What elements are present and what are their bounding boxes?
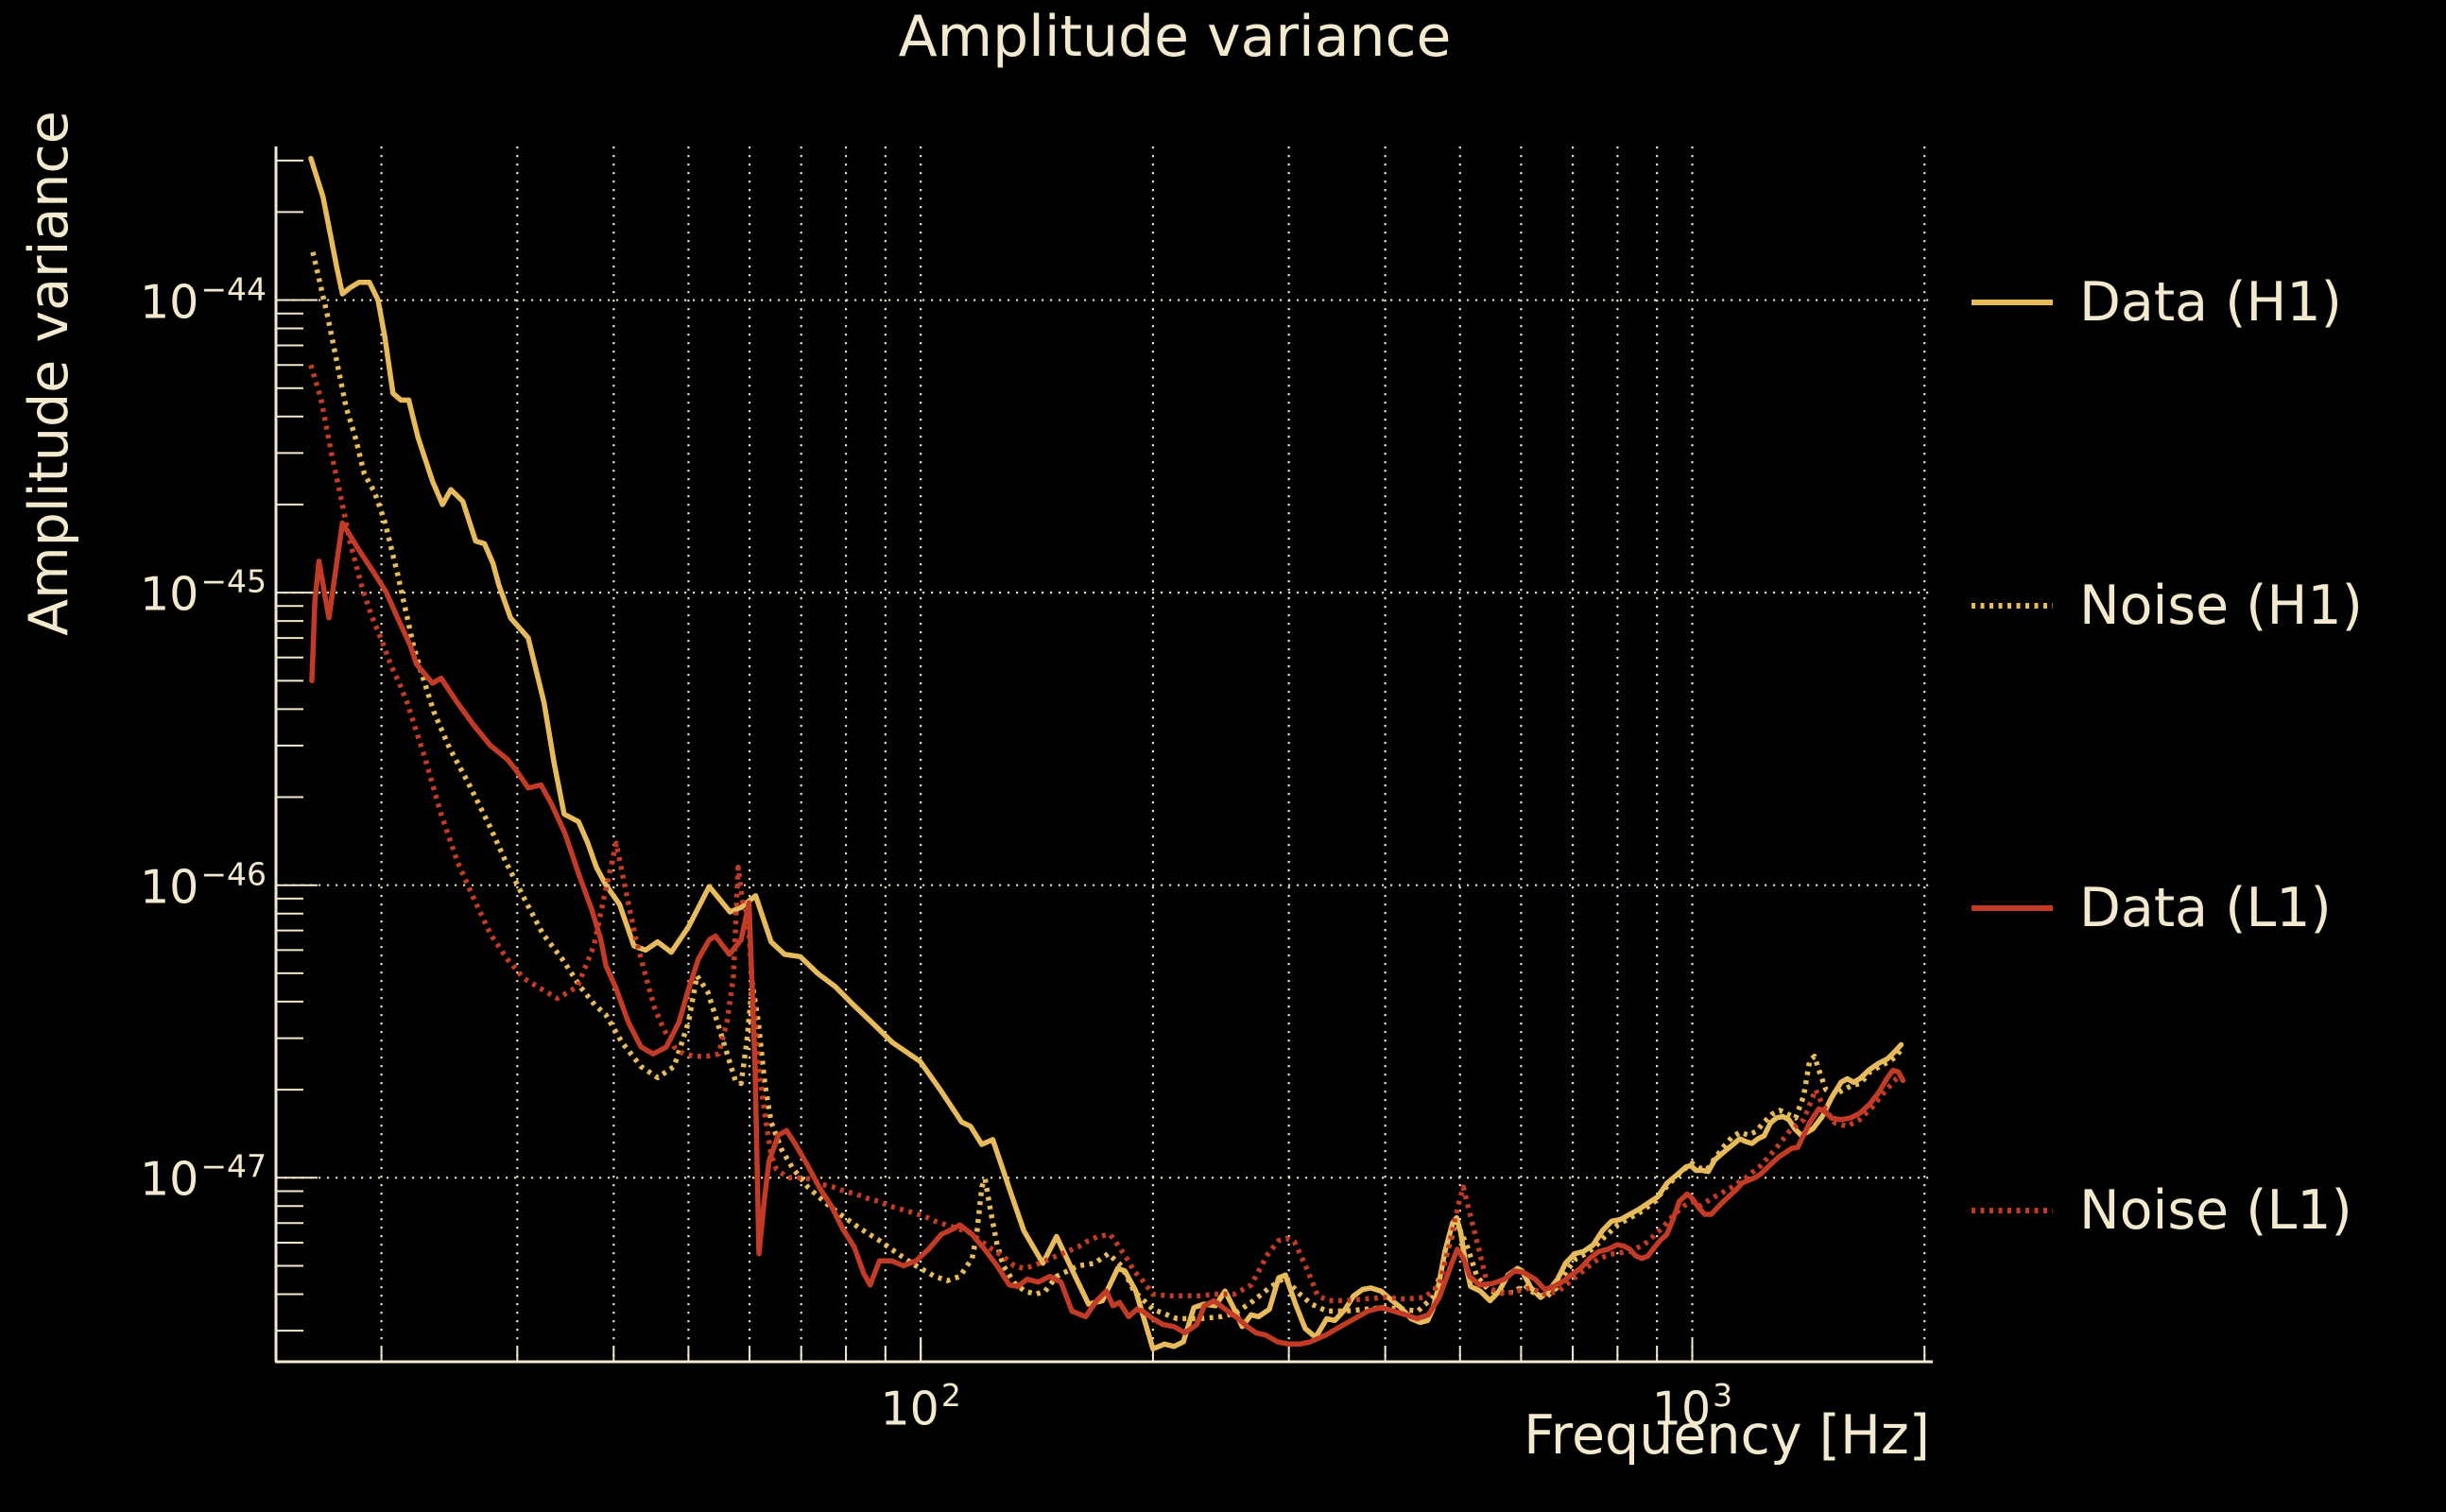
y-tick-label-10e-46: 10−46: [139, 855, 267, 915]
chart-title: Amplitude variance: [898, 4, 1452, 70]
axes: [274, 146, 1933, 1364]
tick-marks: [276, 159, 1926, 1362]
legend-item-data-h1: Data (H1): [1972, 269, 2342, 335]
legend-item-data-l1: Data (L1): [1972, 875, 2332, 941]
series-line-data-h1: [308, 155, 1904, 1352]
legend-label-data-h1: Data (H1): [2079, 271, 2342, 334]
x-tick-label-10e2: 102: [880, 1377, 961, 1436]
legend-item-noise-l1: Noise (L1): [1972, 1177, 2352, 1244]
series-line-noise-l1: [308, 364, 1903, 1304]
series-line-noise-h1: [310, 251, 1903, 1322]
y-tick-label-10e-45: 10−45: [139, 562, 267, 622]
x-tick-label-10e3: 103: [1651, 1377, 1733, 1436]
legend-label-noise-l1: Noise (L1): [2079, 1179, 2352, 1242]
series-lines: [308, 155, 1906, 1352]
y-tick-label-10e-44: 10−44: [139, 269, 267, 330]
legend-line-sample-data-h1: [1972, 300, 2053, 305]
legend-item-noise-h1: Noise (H1): [1972, 573, 2363, 639]
legend-label-noise-h1: Noise (H1): [2079, 575, 2363, 637]
y-axis-title: Amplitude variance: [18, 111, 80, 636]
legend-line-sample-noise-h1: [1972, 603, 2053, 609]
legend-line-sample-noise-l1: [1972, 1208, 2053, 1213]
series-line-data-l1: [309, 520, 1906, 1348]
x-axis-title: Frequency [Hz]: [1524, 1404, 1930, 1467]
legend-line-sample-data-l1: [1972, 905, 2053, 911]
y-tick-label-10e-47: 10−47: [139, 1147, 267, 1207]
gridlines: [276, 146, 1933, 1362]
legend-label-data-l1: Data (L1): [2079, 877, 2332, 939]
